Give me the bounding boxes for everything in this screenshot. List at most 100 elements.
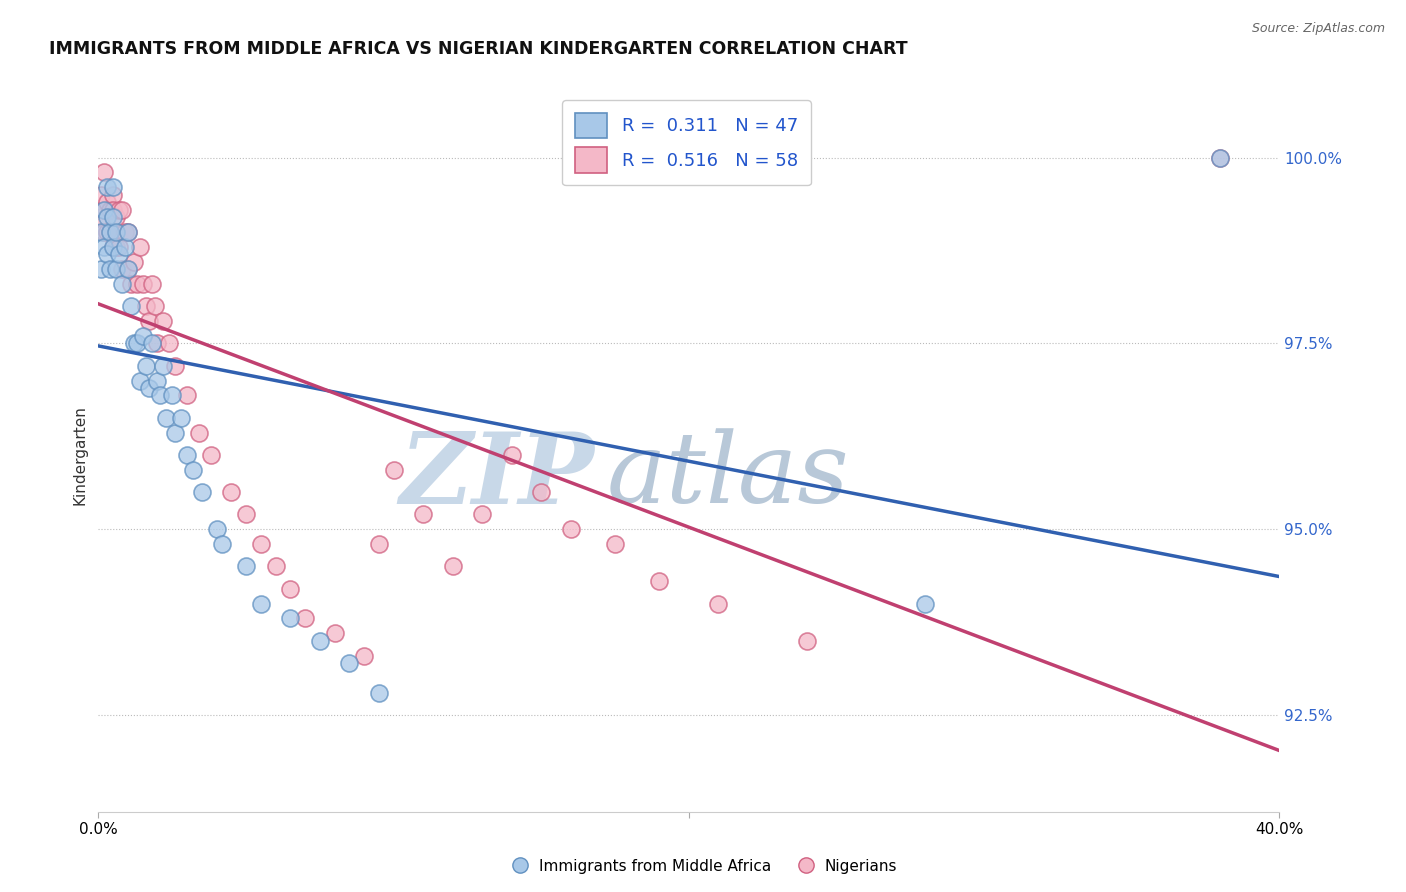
Point <box>181 463 204 477</box>
Point <box>278 611 302 625</box>
Point <box>117 225 139 239</box>
Point <box>98 202 121 217</box>
Point <box>117 262 139 277</box>
Point <box>796 633 818 648</box>
Point <box>125 336 148 351</box>
Point <box>103 180 125 194</box>
Point <box>152 314 174 328</box>
Point <box>122 336 145 351</box>
Point <box>138 381 160 395</box>
Point <box>146 336 169 351</box>
Point <box>309 633 332 648</box>
Point <box>412 508 434 522</box>
Point <box>135 299 157 313</box>
Point <box>103 202 125 217</box>
Point <box>105 225 128 239</box>
Point <box>250 537 273 551</box>
Point <box>98 225 121 239</box>
Point <box>155 410 177 425</box>
Legend: R =  0.311   N = 47, R =  0.516   N = 58: R = 0.311 N = 47, R = 0.516 N = 58 <box>562 100 811 186</box>
Point <box>368 537 391 551</box>
Point <box>914 597 936 611</box>
Point <box>93 202 115 217</box>
Point <box>205 522 228 536</box>
Point <box>108 240 131 254</box>
Point <box>96 247 118 261</box>
Point <box>441 559 464 574</box>
Point <box>152 359 174 373</box>
Text: atlas: atlas <box>606 429 849 524</box>
Point <box>96 195 118 210</box>
Point <box>141 336 163 351</box>
Point <box>128 240 150 254</box>
Point <box>93 202 115 217</box>
Point <box>93 225 115 239</box>
Point <box>294 611 316 625</box>
Point <box>117 262 139 277</box>
Point <box>211 537 233 551</box>
Point <box>120 277 142 291</box>
Point <box>165 425 187 440</box>
Point <box>149 388 172 402</box>
Point <box>132 329 155 343</box>
Point <box>96 180 118 194</box>
Point <box>170 410 193 425</box>
Point <box>382 463 405 477</box>
Point <box>648 574 671 589</box>
Point <box>219 485 242 500</box>
Point <box>200 448 222 462</box>
Text: ZIP: ZIP <box>399 428 595 524</box>
Point <box>471 508 494 522</box>
Point <box>560 522 582 536</box>
Point <box>1209 151 1232 165</box>
Point <box>96 210 118 224</box>
Point <box>176 448 198 462</box>
Point <box>128 374 150 388</box>
Point <box>162 388 183 402</box>
Point <box>157 336 180 351</box>
Point <box>353 648 375 663</box>
Point <box>103 210 125 224</box>
Point <box>132 277 155 291</box>
Point <box>111 262 134 277</box>
Point <box>135 359 157 373</box>
Point <box>339 656 360 670</box>
Point <box>191 485 214 500</box>
Point <box>111 277 134 291</box>
Point <box>165 359 187 373</box>
Legend: Immigrants from Middle Africa, Nigerians: Immigrants from Middle Africa, Nigerians <box>502 853 904 880</box>
Point <box>108 202 131 217</box>
Point <box>111 202 134 217</box>
Point <box>93 165 115 179</box>
Point <box>278 582 302 596</box>
Point <box>235 559 257 574</box>
Point <box>176 388 198 402</box>
Point <box>120 299 142 313</box>
Point <box>96 225 118 239</box>
Point <box>90 187 112 202</box>
Point <box>264 559 287 574</box>
Point <box>605 537 627 551</box>
Point <box>90 225 112 239</box>
Point <box>90 210 112 224</box>
Y-axis label: Kindergarten: Kindergarten <box>72 405 87 505</box>
Point <box>138 314 160 328</box>
Point <box>105 262 128 277</box>
Point <box>98 225 121 239</box>
Point <box>103 240 125 254</box>
Point <box>98 262 121 277</box>
Point <box>114 225 136 239</box>
Point <box>114 240 136 254</box>
Text: Source: ZipAtlas.com: Source: ZipAtlas.com <box>1251 22 1385 36</box>
Point <box>122 254 145 268</box>
Point <box>501 448 523 462</box>
Point <box>235 508 257 522</box>
Point <box>707 597 730 611</box>
Point <box>105 240 128 254</box>
Point <box>143 299 166 313</box>
Point <box>125 277 148 291</box>
Point <box>146 374 169 388</box>
Point <box>250 597 273 611</box>
Point <box>108 247 131 261</box>
Text: IMMIGRANTS FROM MIDDLE AFRICA VS NIGERIAN KINDERGARTEN CORRELATION CHART: IMMIGRANTS FROM MIDDLE AFRICA VS NIGERIA… <box>49 40 908 58</box>
